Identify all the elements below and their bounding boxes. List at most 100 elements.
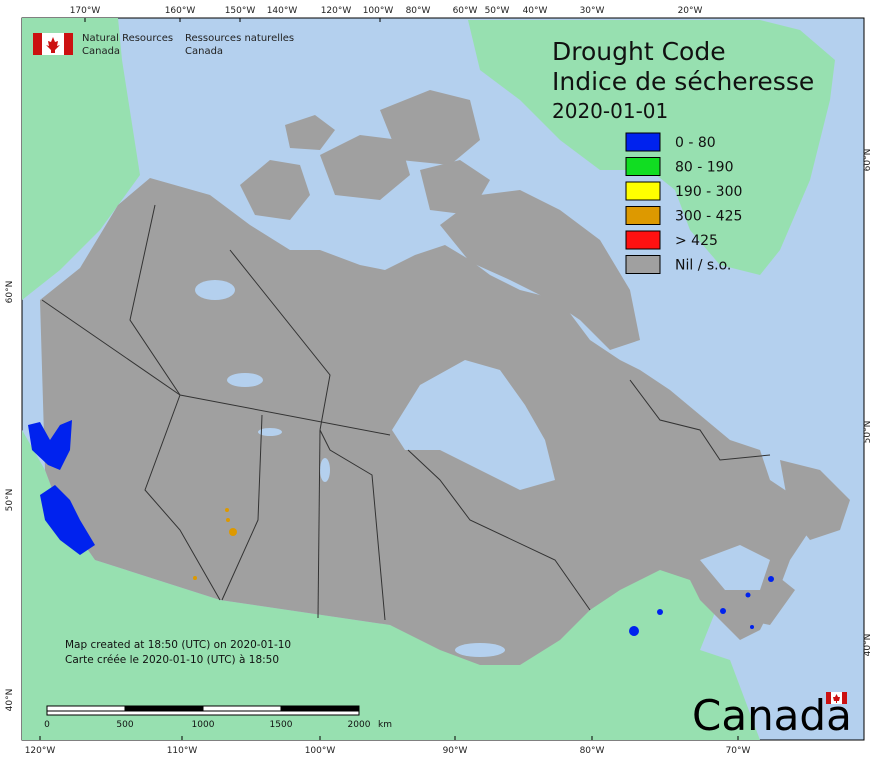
lon-top-10: 30°W [580,6,605,16]
zone-0-80-cb [768,576,774,582]
provincial-borders [41,204,771,621]
lon-top-11: 20°W [678,6,703,16]
scale-bar: 0 500 1000 1500 2000 km [44,705,392,730]
credit-fr: Carte créée le 2020-01-10 (UTC) à 18:50 [65,654,279,666]
newfoundland [780,460,850,540]
lake-athabasca [258,428,282,436]
left-latitude-labels: 60°N 50°N 40°N [5,281,15,712]
zone-300-425-ab-3 [225,508,229,512]
zone-0-80-bc-north [28,420,72,470]
agency-header: Natural Resources Canada Ressources natu… [33,33,294,57]
arctic-island-5 [285,115,335,150]
legend-swatch [625,206,661,225]
scale-unit: km [378,720,392,730]
graticule-ticks [39,18,739,740]
credits: Map created at 18:50 (UTC) on 2020-01-10… [65,639,291,666]
canada-flag-icon [33,33,73,55]
map-title: Drought Code Indice de sécheresse 2020-0… [552,37,814,123]
lon-bottom-0: 120°W [25,746,56,756]
title-date: 2020-01-01 [552,99,668,123]
scale-tick-2: 1000 [192,720,215,730]
legend-label: Nil / s.o. [675,258,731,274]
lon-top-9: 40°W [523,6,548,16]
lon-top-1: 160°W [165,6,196,16]
canada-wordmark: Canada [692,691,852,740]
legend-swatch [625,157,661,176]
wordmark-text: Canada [692,691,852,740]
legend-swatch [625,181,661,201]
scale-tick-1: 500 [116,720,133,730]
legend-label: 300 - 425 [675,209,742,225]
lon-top-7: 60°W [453,6,478,16]
border-mb-on [319,429,386,621]
border-labrador [629,379,771,461]
border-nwt [129,204,331,431]
scale-tick-4: 2000 [348,720,371,730]
lat-right-1: 50°N [863,421,873,444]
border-sk-mb [317,429,321,619]
agency-en-line2: Canada [82,46,120,57]
legend-swatch [625,230,661,250]
agency-fr-line1: Ressources naturelles [185,33,294,44]
title-en: Drought Code [552,37,726,66]
right-latitude-labels: 60°N 50°N 40°N [863,149,873,657]
gulf-of-st-lawrence [700,545,770,590]
zone-0-80-ns-3 [750,625,754,629]
zone-0-80-bc-south [40,485,95,555]
legend-label: 0 - 80 [675,135,716,151]
wordmark-flag-icon [826,692,847,704]
lon-top-6: 80°W [406,6,431,16]
lon-top-8: 50°W [485,6,510,16]
legend-swatch [625,132,661,152]
lat-left-1: 50°N [5,489,15,512]
lon-top-2: 150°W [225,6,256,16]
arctic-island-4 [420,160,490,215]
lon-bottom-5: 70°W [726,746,751,756]
agency-en-line1: Natural Resources [82,33,173,44]
credit-en: Map created at 18:50 (UTC) on 2020-01-10 [65,639,291,651]
lon-top-0: 170°W [70,6,101,16]
zone-300-425-ab-2 [226,518,230,522]
inland-water [195,280,770,657]
scale-tick-0: 0 [44,720,50,730]
legend: 0 - 80 80 - 190 190 - 300 300 - 425 > 425 Nil… [625,132,742,274]
legend-label: > 425 [675,233,718,249]
zone-0-80-quebec [629,626,639,636]
lon-bottom-4: 80°W [580,746,605,756]
lon-bottom-2: 100°W [305,746,336,756]
agency-fr-line2: Canada [185,46,223,57]
lon-top-5: 100°W [363,6,394,16]
zone-300-425-ab-1 [229,528,237,536]
drought-data [28,420,774,636]
border-ab-sk [221,414,263,601]
legend-label: 190 - 300 [675,184,742,200]
arctic-island-2 [320,135,410,200]
zone-300-425-ab-4 [193,576,197,580]
legend-label: 80 - 190 [675,160,734,176]
arctic-island-3 [380,90,480,165]
great-slave-lake [227,373,263,387]
legend-swatch [625,255,661,274]
lake-winnipeg [320,458,330,482]
hudson-bay [392,360,555,490]
lon-bottom-1: 110°W [167,746,198,756]
lat-right-0: 60°N [863,149,873,172]
great-bear-lake [195,280,235,300]
lon-bottom-3: 90°W [443,746,468,756]
bottom-longitude-labels: 120°W 110°W 100°W 90°W 80°W 70°W [25,746,751,756]
title-fr: Indice de sécheresse [552,67,814,96]
zone-0-80-ns-2 [745,592,751,598]
alaska [22,18,140,300]
arctic-island-1 [240,160,310,220]
scale-tick-3: 1500 [270,720,293,730]
lon-top-4: 120°W [321,6,352,16]
lat-left-0: 60°N [5,281,15,304]
lat-right-2: 40°N [863,634,873,657]
border-nunavut [179,394,391,436]
lake-superior [455,643,505,657]
lon-top-3: 140°W [267,6,298,16]
baffin-island [440,190,640,350]
lat-left-2: 40°N [5,689,15,712]
united-states [22,430,760,740]
